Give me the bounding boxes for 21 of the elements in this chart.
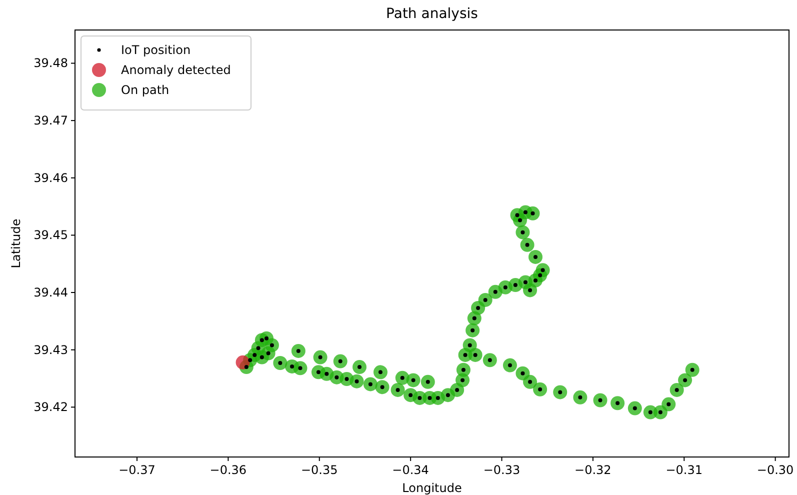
y-tick-label: 39.47 <box>34 114 68 128</box>
x-tick-label: −0.31 <box>666 463 703 477</box>
legend-label: IoT position <box>121 43 191 57</box>
x-tick-label: −0.36 <box>210 463 247 477</box>
y-tick-label: 39.46 <box>34 170 68 185</box>
y-tick-label: 39.43 <box>34 342 68 357</box>
y-tick-label: 39.44 <box>34 286 68 300</box>
x-tick-label: −0.35 <box>300 463 338 477</box>
x-axis-title: Longitude <box>402 481 462 495</box>
x-tick-label: −0.37 <box>118 463 156 477</box>
y-tick-label: 39.48 <box>34 56 68 70</box>
legend-label: Anomaly detected <box>121 63 231 77</box>
x-tick-label: −0.32 <box>574 463 612 477</box>
y-axis-title: Latitude <box>9 218 23 268</box>
y-tick-label: 39.42 <box>34 400 68 414</box>
x-tick-label: −0.33 <box>483 463 520 477</box>
y-tick-label: 39.45 <box>34 228 68 242</box>
x-tick-label: −0.30 <box>756 463 794 477</box>
chart-title: Path analysis <box>386 6 478 22</box>
legend-label: On path <box>121 83 170 97</box>
x-tick-label: −0.34 <box>392 463 429 477</box>
